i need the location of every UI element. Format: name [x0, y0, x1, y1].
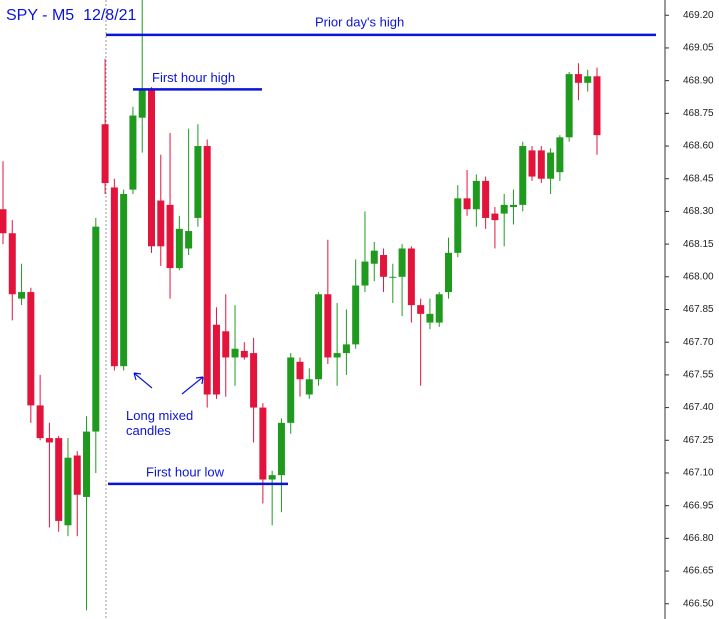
- candle-body: [64, 457, 72, 526]
- y-tick-label: 466.50: [683, 598, 714, 609]
- candle-body: [0, 209, 7, 234]
- candle-body: [203, 146, 211, 395]
- y-tick-label: 467.70: [683, 337, 714, 348]
- candle-body: [18, 292, 26, 299]
- candle-body: [445, 252, 452, 293]
- candle-body: [222, 331, 230, 358]
- candle-body: [120, 193, 128, 367]
- candle-body: [547, 152, 555, 179]
- candle-body: [509, 204, 517, 208]
- candle-body: [166, 204, 174, 269]
- candle-body: [333, 353, 341, 358]
- y-tick-label: 468.90: [683, 75, 714, 86]
- candle-body: [370, 250, 378, 264]
- y-tick-label: 468.30: [683, 206, 714, 217]
- candle-body: [287, 357, 295, 423]
- candle-body: [352, 285, 360, 345]
- y-tick-label: 469.05: [683, 43, 714, 54]
- candle-body: [148, 89, 155, 247]
- y-tick-label: 468.75: [683, 108, 714, 119]
- candle-body: [185, 231, 193, 249]
- candle-body: [268, 475, 276, 480]
- candle-body: [194, 146, 202, 218]
- candle-body: [537, 150, 545, 179]
- y-tick-label: 466.65: [683, 566, 714, 577]
- y-tick-label: 467.10: [683, 468, 714, 479]
- candle-body: [296, 361, 304, 380]
- level-label: First hour low: [146, 464, 225, 479]
- candle-body: [398, 248, 406, 277]
- candle-body: [584, 76, 592, 83]
- y-tick-label: 468.00: [683, 271, 714, 282]
- arrow: [181, 376, 204, 395]
- candle-body: [138, 89, 146, 118]
- y-tick-label: 467.40: [683, 402, 714, 413]
- candle-body: [482, 180, 490, 218]
- y-tick-label: 469.20: [683, 10, 714, 21]
- candle-body: [472, 180, 480, 210]
- callout-arrows: [133, 372, 204, 395]
- candle-body: [305, 379, 313, 395]
- y-tick-label: 468.45: [683, 173, 714, 184]
- candle-body: [129, 115, 137, 190]
- candle-body: [212, 324, 220, 395]
- candle-body: [259, 407, 267, 480]
- y-tick-label: 468.15: [683, 239, 714, 250]
- candle-body: [556, 137, 564, 173]
- candle-body: [426, 313, 434, 323]
- candle-body: [110, 187, 118, 367]
- candle-body: [361, 261, 369, 286]
- candle-body: [157, 200, 165, 247]
- candle-body: [27, 292, 35, 406]
- level-label: Prior day's high: [315, 14, 404, 29]
- candle-body: [250, 353, 258, 408]
- candle-body: [593, 76, 601, 136]
- candle-body: [277, 422, 285, 476]
- candle-body: [315, 294, 323, 380]
- candle-body: [101, 124, 109, 184]
- y-tick-label: 466.80: [683, 533, 714, 544]
- candle-body: [342, 344, 350, 354]
- y-tick-label: 467.25: [683, 435, 714, 446]
- candle-body: [389, 276, 397, 278]
- candle-body: [324, 294, 332, 358]
- level-label: First hour high: [152, 70, 235, 85]
- chart-title: SPY - M5 12/8/21: [6, 7, 137, 24]
- candle-body: [380, 255, 388, 277]
- candle-body: [240, 350, 248, 358]
- candle-body: [8, 233, 16, 295]
- y-tick-label: 467.55: [683, 370, 714, 381]
- candle-body: [231, 348, 239, 358]
- candle-body: [435, 294, 443, 323]
- candle-body: [175, 228, 183, 269]
- candle-body: [463, 198, 471, 210]
- candle-body: [500, 204, 508, 214]
- callout-text: Long mixed candles: [126, 408, 194, 438]
- arrow: [133, 372, 153, 389]
- y-tick-label: 467.85: [683, 304, 714, 315]
- candle-body: [528, 150, 536, 177]
- candle-body: [92, 226, 100, 432]
- candle-body: [73, 455, 81, 495]
- candle-body: [491, 213, 499, 221]
- candle-body: [55, 438, 63, 521]
- candle-body: [574, 74, 582, 83]
- y-tick-label: 466.95: [683, 500, 714, 511]
- candle-body: [519, 146, 527, 205]
- candle-body: [83, 431, 91, 497]
- candle-body: [454, 198, 462, 253]
- candle-body: [565, 74, 573, 138]
- candle-body: [36, 405, 44, 439]
- y-tick-label: 468.60: [683, 141, 714, 152]
- candle-body: [407, 248, 415, 306]
- candle-body: [417, 305, 425, 314]
- candle-body: [45, 438, 53, 443]
